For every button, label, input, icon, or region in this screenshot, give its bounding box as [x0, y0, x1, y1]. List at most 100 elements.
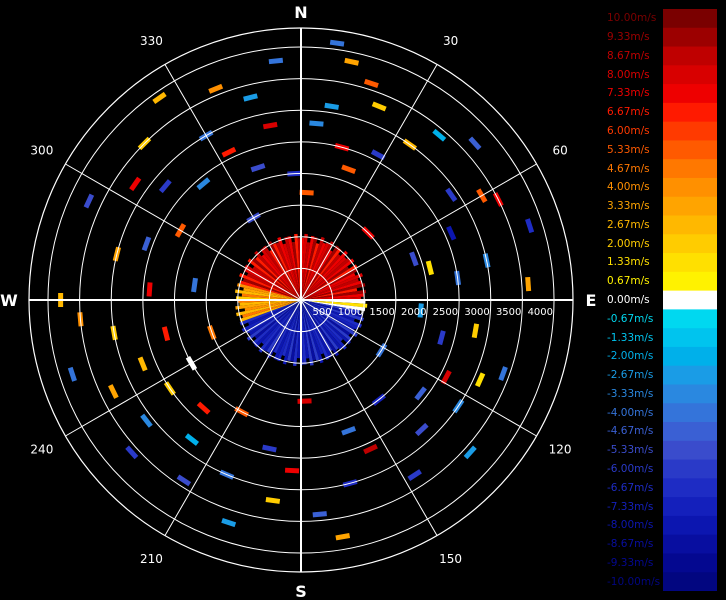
velocity-sector [301, 242, 311, 300]
echo-gate [329, 39, 345, 47]
echo-gate [83, 193, 95, 209]
velocity-sector [301, 300, 316, 361]
velocity-sector [301, 300, 330, 360]
velocity-sector [301, 300, 366, 312]
colorbar-label: -8.00m/s [607, 519, 654, 532]
velocity-sector [301, 300, 355, 322]
azimuth-label: 300 [30, 143, 53, 157]
velocity-sector [301, 300, 360, 314]
velocity-sector [260, 247, 301, 300]
echo-gate [196, 177, 211, 191]
velocity-sector [244, 300, 301, 312]
velocity-sector [301, 300, 310, 359]
velocity-sector [301, 243, 320, 300]
echo-gate [191, 277, 198, 293]
colorbar-segment [663, 215, 717, 235]
colorbar-label: 3.33m/s [607, 200, 650, 213]
echo-gate [445, 187, 458, 202]
colorbar-label: -1.33m/s [607, 331, 654, 344]
velocity-sector [277, 236, 301, 300]
echo-gate [221, 518, 237, 528]
colorbar-label: 6.67m/s [607, 106, 650, 119]
colorbar-segment [663, 572, 717, 591]
velocity-sector [301, 257, 350, 300]
azimuth-label: 150 [439, 552, 462, 566]
colorbar-segment [663, 271, 717, 292]
echo-gate [140, 413, 153, 428]
colorbar-label: -6.67m/s [607, 481, 654, 494]
velocity-sector [301, 266, 350, 300]
velocity-sector [301, 272, 356, 300]
echo-gate [137, 356, 148, 372]
colorbar-label: -4.67m/s [607, 425, 654, 438]
colorbar-segment [663, 422, 717, 442]
colorbar-label: -2.00m/s [607, 350, 654, 363]
echo-gate [297, 398, 312, 404]
velocity-sector [252, 300, 301, 345]
velocity-sector [243, 287, 301, 300]
echo-gate [363, 78, 379, 88]
colorbar-label: -0.67m/s [607, 312, 654, 325]
radar-center-marker [295, 294, 307, 306]
echo-gate [471, 323, 480, 339]
velocity-sector [246, 273, 301, 300]
velocity-sector [254, 250, 301, 300]
colorbar-segment [663, 196, 717, 217]
velocity-sector [242, 300, 301, 318]
velocity-sector [301, 288, 358, 300]
velocity-colorbar [663, 9, 717, 591]
velocity-sector [235, 300, 301, 310]
echo-gate [409, 251, 419, 267]
colorbar-label: -9.33m/s [607, 556, 654, 569]
velocity-sector [262, 245, 301, 300]
colorbar-segment [663, 253, 717, 273]
azimuth-spoke [300, 64, 438, 301]
colorbar-label: 7.33m/s [607, 87, 650, 100]
azimuth-label: 60 [552, 143, 567, 157]
velocity-sector [301, 300, 324, 355]
echo-gate [262, 444, 277, 453]
velocity-sector [247, 258, 301, 300]
colorbar-label: 1.33m/s [607, 256, 650, 269]
echo-gate [268, 57, 284, 65]
echo-gate [146, 282, 153, 297]
velocity-sector [236, 300, 301, 317]
velocity-sector [254, 300, 301, 339]
echo-gate [176, 474, 192, 487]
colorbar-label: 0.00m/s [607, 294, 650, 306]
velocity-sector [301, 272, 363, 300]
colorbar-label: -4.00m/s [607, 406, 654, 419]
colorbar-segment [663, 440, 717, 461]
colorbar-segment [663, 27, 717, 48]
velocity-sector [292, 300, 301, 367]
range-label: 1000 [338, 307, 363, 318]
velocity-sector [301, 300, 363, 328]
colorbar-label: 5.33m/s [607, 143, 650, 156]
echo-gate [498, 366, 508, 381]
colorbar-segment [663, 553, 717, 573]
colorbar-label: 9.33m/s [607, 31, 650, 44]
velocity-sector [301, 300, 351, 336]
colorbar-label: -3.33m/s [607, 387, 654, 400]
colorbar-segment [663, 177, 717, 198]
echo-gate [284, 467, 300, 474]
echo-gate [341, 164, 357, 174]
range-label: 3500 [496, 307, 521, 318]
echo-gate [370, 149, 386, 161]
velocity-sector [282, 300, 301, 357]
echo-gate [129, 176, 142, 192]
colorbar-label: 2.00m/s [607, 237, 650, 250]
echo-gate [417, 303, 424, 318]
velocity-sector [301, 300, 347, 350]
velocity-sector [301, 250, 333, 300]
colorbar-segment [663, 140, 717, 160]
colorbar-segment [663, 534, 717, 554]
velocity-sector [301, 236, 325, 300]
velocity-sector [241, 293, 301, 300]
colorbar-segment [663, 328, 717, 348]
range-label: 2000 [401, 307, 426, 318]
velocity-sector [239, 273, 301, 300]
echo-gate [440, 369, 452, 385]
echo-gate [475, 372, 486, 388]
velocity-sector [261, 254, 301, 300]
